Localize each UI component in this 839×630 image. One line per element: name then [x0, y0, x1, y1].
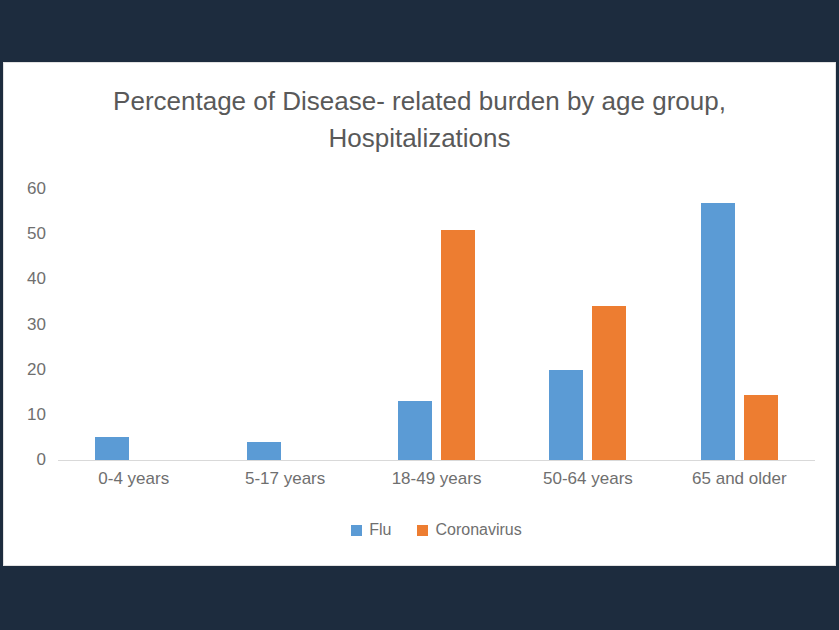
- bar-coronavirus: [744, 395, 778, 460]
- x-axis-line: [58, 460, 815, 461]
- chart-title: Percentage of Disease- related burden by…: [105, 83, 735, 157]
- y-tick-label: 50: [4, 225, 46, 243]
- legend-item-coronavirus: Coronavirus: [417, 521, 521, 539]
- bar-flu: [701, 203, 735, 460]
- category-group: [361, 189, 512, 460]
- legend-item-flu: Flu: [351, 521, 391, 539]
- legend-label: Flu: [369, 521, 391, 539]
- category-group: [512, 189, 663, 460]
- plot-area: [58, 189, 815, 460]
- bar-flu: [549, 370, 583, 460]
- bar-coronavirus: [592, 306, 626, 460]
- y-tick-label: 0: [4, 451, 46, 469]
- x-category-label: 65 and older: [664, 469, 815, 489]
- legend: Flu Coronavirus: [58, 521, 815, 539]
- bar-flu: [247, 442, 281, 460]
- y-tick-label: 30: [4, 316, 46, 334]
- legend-swatch-icon: [351, 525, 362, 536]
- legend-label: Coronavirus: [435, 521, 521, 539]
- x-axis: 0-4 years5-17 years18-49 years50-64 year…: [58, 469, 815, 489]
- x-category-label: 18-49 years: [361, 469, 512, 489]
- bar-flu: [95, 437, 129, 460]
- y-axis: 0102030405060: [4, 189, 46, 460]
- y-tick-label: 60: [4, 180, 46, 198]
- bar-flu: [398, 401, 432, 460]
- bar-coronavirus: [441, 230, 475, 460]
- category-group: [209, 189, 360, 460]
- x-category-label: 0-4 years: [58, 469, 209, 489]
- chart-panel: Percentage of Disease- related burden by…: [3, 62, 836, 566]
- x-category-label: 50-64 years: [512, 469, 663, 489]
- screen: Percentage of Disease- related burden by…: [0, 0, 839, 630]
- category-group: [664, 189, 815, 460]
- x-category-label: 5-17 years: [209, 469, 360, 489]
- y-tick-label: 40: [4, 270, 46, 288]
- category-group: [58, 189, 209, 460]
- legend-swatch-icon: [417, 525, 428, 536]
- y-tick-label: 20: [4, 361, 46, 379]
- y-tick-label: 10: [4, 406, 46, 424]
